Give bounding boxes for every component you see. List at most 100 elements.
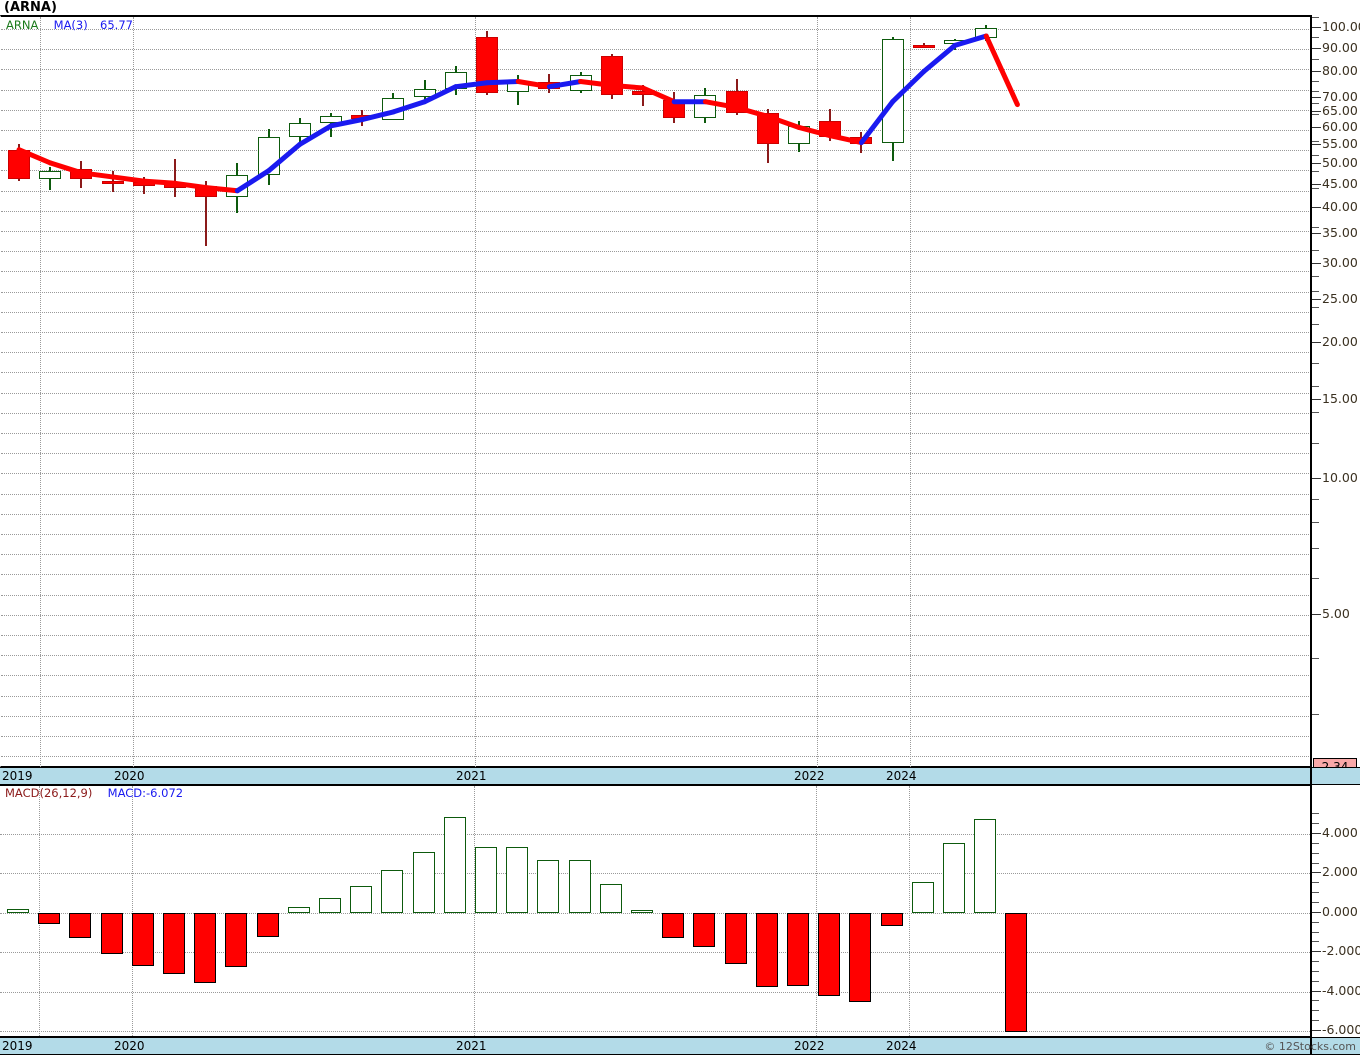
candle-wick: [267, 129, 270, 186]
y-axis-label: -6.000: [1322, 1022, 1360, 1037]
candle-body: [226, 174, 249, 197]
y-axis-tick: [1312, 872, 1321, 874]
x-axis-label: 2022: [794, 1039, 825, 1053]
gridline-horizontal: [1, 756, 1311, 758]
ma-segment: [359, 109, 396, 123]
candle-wick: [423, 80, 426, 102]
y-axis-tick: [1312, 442, 1319, 444]
gridline-horizontal: [1, 170, 1311, 172]
candle-body: [320, 116, 342, 123]
macd-bar: [506, 846, 529, 913]
candle-body: [632, 90, 654, 95]
macd-bar: [787, 912, 809, 986]
macd-bar: [443, 817, 466, 913]
y-axis-tick: [1312, 102, 1319, 104]
y-axis-tick: [1312, 232, 1321, 234]
gridline-horizontal: [0, 952, 1310, 954]
candle-body: [975, 28, 998, 38]
macd-bar: [599, 884, 622, 913]
y-axis-tick: [1312, 990, 1321, 992]
candle-wick: [579, 71, 582, 94]
y-axis-tick: [1312, 250, 1319, 252]
candle-body: [382, 97, 405, 120]
gridline-horizontal: [0, 991, 1310, 993]
candle-body: [164, 183, 186, 188]
y-axis-tick: [1312, 1000, 1319, 1002]
macd-bar: [350, 886, 373, 913]
macd-bar: [69, 912, 92, 939]
candle-wick: [174, 159, 176, 197]
gridline-horizontal: [1, 534, 1311, 535]
candle-body: [819, 121, 842, 138]
candle-body: [195, 185, 218, 197]
ma-segment: [734, 104, 771, 119]
gridline-horizontal: [1, 594, 1311, 596]
candle-body: [788, 125, 810, 145]
candle-wick: [798, 121, 800, 152]
gridline-horizontal: [1, 433, 1311, 434]
ma-segment: [78, 170, 116, 180]
macd-bar: [537, 859, 560, 913]
candle-wick: [111, 170, 114, 193]
gridline-vertical: [132, 786, 133, 1038]
x-axis-label: 2019: [2, 1039, 33, 1053]
y-axis-tick: [1312, 262, 1321, 264]
x-axis-label: 2020: [114, 769, 145, 783]
candle-wick: [642, 85, 644, 106]
x-axis-label: 2024: [886, 1039, 917, 1053]
ma-segment: [952, 33, 989, 48]
y-axis-tick: [1312, 657, 1319, 659]
y-axis-tick: [1312, 1020, 1319, 1022]
y-axis-tick: [1312, 852, 1319, 854]
y-axis-tick: [1312, 833, 1321, 834]
legend-ma-value: 65.77: [100, 18, 133, 32]
y-axis-tick: [1312, 931, 1319, 933]
y-axis-label: 2.000: [1322, 864, 1358, 880]
gridline-horizontal: [1, 251, 1311, 253]
candle-wick: [766, 108, 769, 163]
macd-bar: [131, 912, 154, 966]
gridline-horizontal: [1, 473, 1311, 475]
ma-segment: [203, 185, 240, 194]
candle-wick: [548, 74, 551, 94]
ma-segment: [390, 99, 428, 115]
ma-segment: [266, 141, 303, 174]
candle-body: [444, 71, 467, 90]
price-x-axis-cap: [1310, 767, 1360, 785]
macd-bar: [163, 912, 185, 974]
gridline-horizontal: [1, 392, 1311, 394]
y-axis-tick: [1312, 614, 1321, 615]
y-axis-tick: [1312, 96, 1321, 98]
page-title: (ARNA): [4, 0, 57, 15]
candle-wick: [80, 160, 83, 188]
legend-macd-name: MACD(26,12,9): [5, 786, 93, 800]
y-axis-tick: [1312, 227, 1319, 229]
candle-wick: [392, 93, 395, 120]
y-axis-tick: [1312, 111, 1321, 113]
x-axis-label: 2021: [456, 1039, 487, 1053]
macd-bar: [100, 912, 123, 955]
y-axis-tick: [1312, 47, 1321, 49]
gridline-vertical: [133, 17, 134, 769]
macd-chart-panel[interactable]: MACD(26,12,9) MACD:-6.072: [0, 785, 1310, 1038]
y-axis-tick: [1312, 206, 1321, 208]
price-chart-panel[interactable]: ARNA MA(3) 65.77: [0, 15, 1311, 769]
candle-body: [663, 100, 686, 118]
y-axis-tick: [1312, 398, 1321, 400]
gridline-horizontal: [1, 493, 1311, 495]
y-axis-tick: [1312, 37, 1319, 39]
y-axis-tick: [1312, 162, 1321, 164]
gridline-horizontal: [1, 675, 1311, 677]
ma-segment: [983, 33, 1020, 108]
y-axis-tick: [1312, 114, 1319, 116]
macd-bar: [256, 912, 279, 938]
y-axis-label: 15.00: [1322, 390, 1358, 406]
candle-body: [8, 149, 30, 179]
y-axis-tick: [1312, 306, 1319, 308]
gridline-vertical: [474, 786, 475, 1038]
ma-segment: [609, 82, 646, 91]
candle-wick: [361, 110, 364, 126]
gridline-horizontal: [1, 332, 1311, 333]
macd-x-axis-cap: [1310, 1037, 1360, 1055]
